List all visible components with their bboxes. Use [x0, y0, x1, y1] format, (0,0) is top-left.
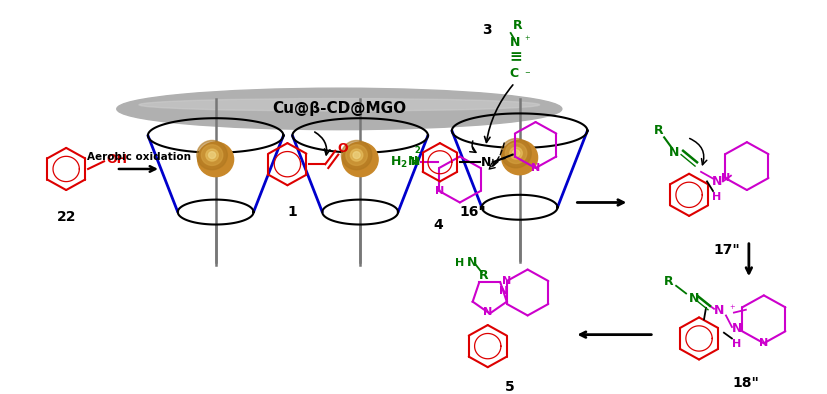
Text: N: N: [502, 276, 512, 286]
Text: ≡: ≡: [509, 49, 523, 65]
Text: R: R: [654, 124, 664, 137]
Circle shape: [509, 147, 523, 159]
Text: N: N: [732, 322, 743, 335]
Text: H: H: [455, 258, 465, 268]
Circle shape: [353, 152, 361, 158]
Text: N: N: [720, 173, 730, 183]
Text: H: H: [732, 339, 741, 349]
Circle shape: [201, 145, 222, 165]
Text: $^-$: $^-$: [523, 70, 531, 80]
Circle shape: [502, 140, 538, 175]
Text: 22: 22: [56, 210, 76, 224]
Circle shape: [505, 143, 527, 164]
Text: $\mathregular{H_2N}$: $\mathregular{H_2N}$: [390, 155, 418, 170]
Text: 3: 3: [482, 23, 491, 37]
Text: C: C: [509, 67, 519, 80]
Circle shape: [208, 152, 216, 158]
Text: R: R: [513, 19, 523, 32]
Text: N: N: [434, 186, 444, 196]
Text: Aerobic oxidation: Aerobic oxidation: [87, 152, 191, 162]
Text: R: R: [664, 275, 674, 288]
Text: 1: 1: [288, 205, 297, 219]
Circle shape: [346, 145, 367, 165]
Text: 5: 5: [504, 380, 514, 394]
Text: R: R: [479, 269, 489, 282]
Circle shape: [513, 150, 519, 156]
Text: 17": 17": [714, 243, 740, 257]
Circle shape: [198, 142, 233, 177]
Ellipse shape: [117, 88, 562, 130]
Text: N: N: [509, 36, 520, 49]
Text: 16": 16": [460, 205, 486, 219]
Text: N: N: [480, 156, 491, 169]
Text: 18": 18": [733, 375, 759, 390]
Text: N: N: [714, 304, 724, 317]
Text: N: N: [689, 292, 700, 305]
Text: Cu@β-CD@MGO: Cu@β-CD@MGO: [272, 101, 406, 116]
Circle shape: [206, 149, 218, 161]
Text: OH: OH: [106, 153, 127, 166]
Circle shape: [342, 142, 378, 177]
Circle shape: [501, 139, 531, 168]
Text: 4: 4: [433, 217, 442, 232]
Text: N: N: [712, 175, 722, 188]
Text: N: N: [466, 256, 477, 269]
Circle shape: [351, 149, 363, 161]
Text: H: H: [411, 157, 420, 167]
Circle shape: [342, 140, 372, 170]
Text: N: N: [531, 163, 540, 173]
Text: 2: 2: [414, 146, 420, 155]
Ellipse shape: [139, 98, 539, 111]
Text: $^+$: $^+$: [728, 304, 736, 314]
Text: H: H: [712, 192, 722, 202]
Circle shape: [197, 140, 227, 170]
Text: $^+$: $^+$: [523, 35, 531, 46]
Text: N: N: [669, 146, 679, 159]
Text: N: N: [759, 338, 768, 348]
Text: N: N: [499, 286, 509, 296]
Text: N: N: [483, 307, 492, 317]
Text: O: O: [337, 142, 348, 155]
